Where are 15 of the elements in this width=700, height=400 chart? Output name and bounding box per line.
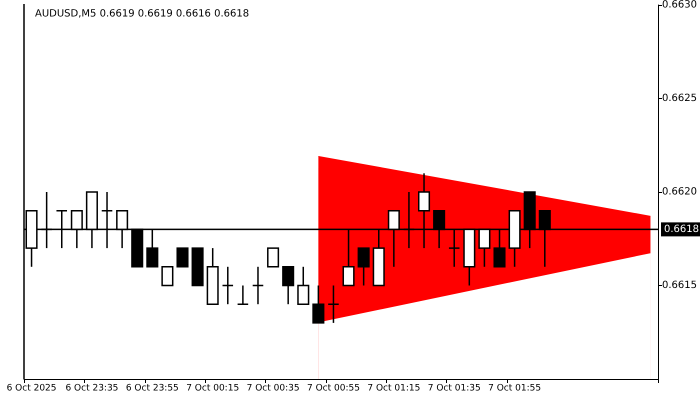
y-tick-label: 0.6615 — [662, 280, 698, 291]
x-tick-label: 7 Oct 00:55 — [306, 384, 360, 394]
x-tick-label: 7 Oct 01:15 — [367, 384, 420, 394]
x-tick-label: 7 Oct 00:15 — [186, 384, 240, 394]
x-tick-label: 6 Oct 2025 — [6, 384, 57, 394]
x-tick-label: 7 Oct 01:35 — [428, 384, 481, 394]
x-tick-label: 6 Oct 23:55 — [126, 384, 179, 394]
x-tick-label: 6 Oct 23:35 — [65, 384, 118, 394]
y-tick-label: 0.6630 — [662, 0, 698, 10]
chart-title: AUDUSD,M5 0.6619 0.6619 0.6616 0.6618 — [35, 8, 250, 20]
x-tick-label: 7 Oct 00:35 — [246, 384, 300, 394]
y-tick-label: 0.6620 — [662, 186, 698, 198]
y-tick-label: 0.6625 — [662, 93, 698, 104]
x-tick-label: 7 Oct 01:55 — [488, 384, 542, 394]
ref-line-label: 0.6618 — [664, 224, 700, 235]
